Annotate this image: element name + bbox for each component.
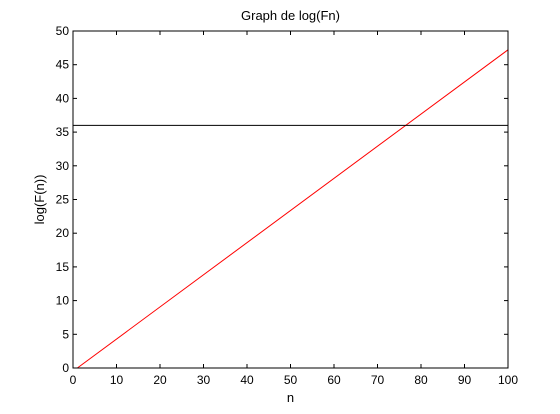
y-tick-label: 15 — [56, 260, 70, 274]
x-tick-label: 30 — [197, 373, 211, 387]
x-tick-label: 60 — [327, 373, 341, 387]
y-tick-label: 25 — [56, 193, 70, 207]
y-tick-label: 45 — [56, 58, 70, 72]
y-tick-label: 30 — [56, 159, 70, 173]
x-tick-label: 80 — [414, 373, 428, 387]
y-tick-label: 40 — [56, 91, 70, 105]
tick-layer: 0 10 20 30 40 50 60 70 80 90 100 0 5 10 15 20 25 30 35 40 45… — [56, 24, 519, 387]
x-tick-label: 70 — [371, 373, 385, 387]
x-tick-label: 50 — [284, 373, 298, 387]
chart-title: Graph de log(Fn) — [241, 8, 340, 23]
y-tick-label: 5 — [62, 327, 69, 341]
x-axis-label: n — [287, 390, 294, 405]
plot-frame — [72, 30, 509, 369]
plot-area — [73, 31, 508, 368]
y-tick-label: 10 — [56, 294, 70, 308]
x-tick-label: 100 — [498, 373, 518, 387]
y-tick-label: 50 — [56, 24, 70, 38]
x-tick-label: 20 — [153, 373, 167, 387]
y-axis-label: log(F(n)) — [32, 175, 47, 225]
x-tick-label: 0 — [70, 373, 77, 387]
y-tick-label: 20 — [56, 226, 70, 240]
x-tick-label: 10 — [110, 373, 124, 387]
series-layer — [73, 49, 509, 369]
y-tick-label: 35 — [56, 125, 70, 139]
series-line-0 — [77, 49, 509, 369]
x-tick-label: 90 — [458, 373, 472, 387]
x-tick-label: 40 — [240, 373, 254, 387]
y-tick-label: 0 — [62, 361, 69, 375]
